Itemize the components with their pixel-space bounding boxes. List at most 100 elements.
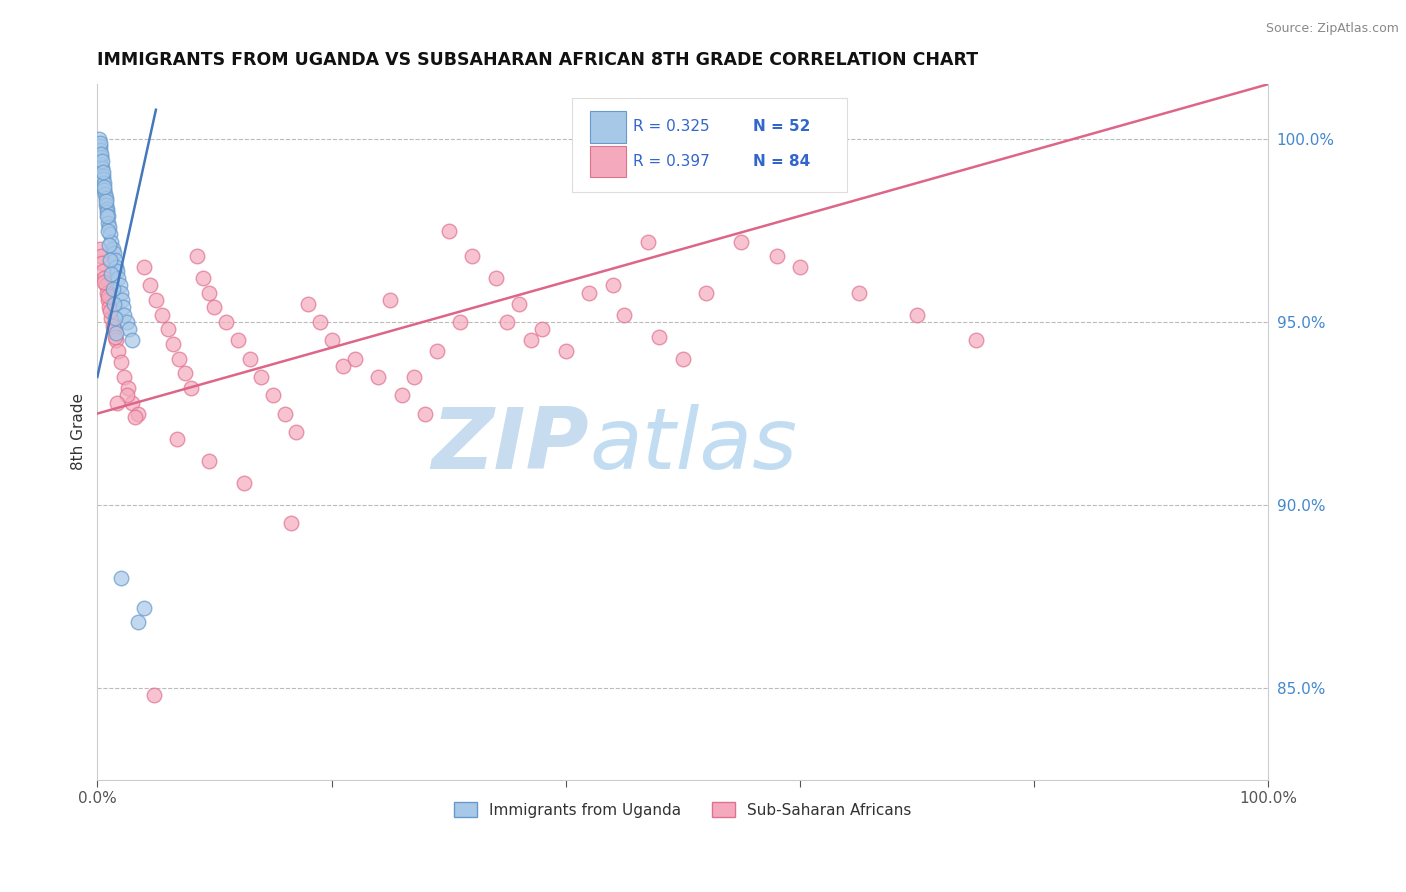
Point	[321, 334, 343, 348]
Point	[112, 370, 135, 384]
Point	[484, 271, 506, 285]
Point	[91, 172, 114, 186]
Point	[98, 238, 121, 252]
Point	[94, 194, 117, 209]
Point	[180, 381, 202, 395]
Point	[104, 311, 127, 326]
Point	[496, 315, 519, 329]
Y-axis label: 8th Grade: 8th Grade	[72, 393, 86, 470]
Point	[89, 139, 111, 153]
Text: IMMIGRANTS FROM UGANDA VS SUBSAHARAN AFRICAN 8TH GRADE CORRELATION CHART: IMMIGRANTS FROM UGANDA VS SUBSAHARAN AFR…	[97, 51, 979, 69]
Point	[789, 260, 811, 274]
Point	[112, 308, 135, 322]
Point	[110, 571, 132, 585]
Text: ZIP: ZIP	[432, 404, 589, 487]
Point	[142, 689, 165, 703]
Point	[226, 334, 249, 348]
Point	[110, 285, 132, 300]
Point	[134, 260, 156, 274]
Point	[115, 315, 138, 329]
Point	[145, 293, 167, 307]
Point	[105, 326, 128, 340]
Point	[848, 285, 870, 300]
Point	[519, 334, 541, 348]
Point	[297, 297, 319, 311]
Point	[280, 516, 302, 531]
Point	[174, 366, 197, 380]
Point	[93, 271, 115, 285]
Text: atlas: atlas	[589, 404, 797, 487]
Point	[285, 425, 308, 439]
Point	[461, 249, 484, 263]
Point	[104, 329, 127, 343]
Point	[87, 132, 110, 146]
Point	[97, 223, 120, 237]
Point	[89, 143, 111, 157]
Point	[905, 308, 928, 322]
Point	[115, 388, 138, 402]
Point	[127, 407, 149, 421]
Point	[127, 615, 149, 630]
Point	[91, 153, 114, 168]
Point	[97, 293, 120, 307]
Point	[578, 285, 600, 300]
Point	[91, 264, 114, 278]
Point	[117, 381, 139, 395]
Point	[97, 216, 120, 230]
Point	[250, 370, 273, 384]
Point	[343, 351, 366, 366]
Point	[98, 227, 121, 242]
Point	[91, 165, 114, 179]
Point	[98, 252, 121, 267]
Point	[96, 202, 118, 216]
Point	[96, 209, 118, 223]
FancyBboxPatch shape	[591, 146, 626, 178]
Point	[648, 329, 671, 343]
Point	[103, 322, 125, 336]
Text: R = 0.325: R = 0.325	[633, 119, 709, 134]
Point	[239, 351, 262, 366]
Point	[108, 278, 131, 293]
FancyBboxPatch shape	[572, 98, 846, 192]
Point	[965, 334, 987, 348]
Point	[139, 278, 162, 293]
Text: Source: ZipAtlas.com: Source: ZipAtlas.com	[1265, 22, 1399, 36]
Point	[695, 285, 717, 300]
Point	[100, 235, 122, 249]
Point	[765, 249, 787, 263]
Point	[100, 268, 122, 282]
Point	[94, 186, 117, 201]
Point	[308, 315, 330, 329]
Point	[103, 245, 125, 260]
Point	[332, 359, 354, 373]
Point	[162, 337, 184, 351]
Point	[449, 315, 471, 329]
Point	[437, 223, 460, 237]
Point	[508, 297, 530, 311]
Point	[103, 297, 125, 311]
Point	[93, 176, 115, 190]
Point	[107, 344, 129, 359]
Text: R = 0.397: R = 0.397	[633, 153, 709, 169]
Point	[197, 285, 219, 300]
Point	[100, 311, 122, 326]
Point	[98, 219, 121, 234]
Point	[96, 205, 118, 219]
Point	[91, 161, 114, 176]
Point	[531, 322, 554, 336]
Point	[105, 260, 128, 274]
Point	[274, 407, 297, 421]
Point	[204, 301, 226, 315]
Point	[391, 388, 413, 402]
Point	[91, 256, 114, 270]
Point	[367, 370, 389, 384]
Point	[90, 150, 112, 164]
Point	[166, 432, 188, 446]
Point	[191, 271, 214, 285]
Point	[101, 318, 124, 333]
Point	[94, 278, 117, 293]
Point	[426, 344, 449, 359]
Point	[97, 289, 120, 303]
Point	[602, 278, 624, 293]
FancyBboxPatch shape	[591, 112, 626, 143]
